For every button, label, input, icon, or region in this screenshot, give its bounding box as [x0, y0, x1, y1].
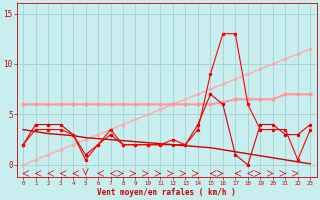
X-axis label: Vent moyen/en rafales ( km/h ): Vent moyen/en rafales ( km/h ): [97, 188, 236, 197]
